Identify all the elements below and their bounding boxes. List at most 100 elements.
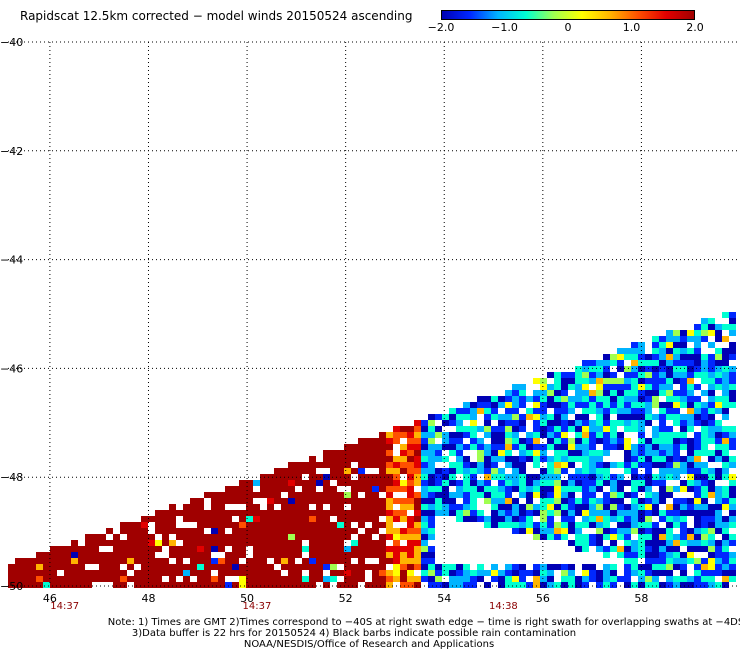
wind-cell [582, 360, 589, 366]
wind-cell [652, 426, 659, 432]
wind-cell [498, 396, 505, 402]
wind-cell [715, 504, 722, 510]
wind-cell [645, 540, 652, 546]
wind-cell [372, 510, 379, 516]
wind-cell [393, 432, 400, 438]
wind-cell [729, 444, 736, 450]
wind-cell [8, 576, 15, 582]
wind-cell [505, 498, 512, 504]
wind-cell [190, 528, 197, 534]
wind-cell [512, 432, 519, 438]
wind-cell [29, 558, 36, 564]
wind-cell [498, 420, 505, 426]
wind-cell [533, 564, 540, 570]
wind-cell [645, 516, 652, 522]
wind-cell [729, 510, 736, 516]
wind-cell [638, 582, 645, 588]
wind-cell [519, 390, 526, 396]
wind-cell [421, 546, 428, 552]
wind-cell [449, 462, 456, 468]
wind-cell [673, 330, 680, 336]
wind-cell [344, 522, 351, 528]
wind-cell [484, 462, 491, 468]
wind-cell [204, 564, 211, 570]
wind-cell [183, 528, 190, 534]
wind-cell [666, 582, 673, 588]
wind-cell [582, 378, 589, 384]
wind-cell [498, 498, 505, 504]
wind-cell [715, 366, 722, 372]
wind-cell [519, 576, 526, 582]
wind-cell [281, 504, 288, 510]
wind-cell [694, 486, 701, 492]
wind-cell [666, 438, 673, 444]
wind-cell [239, 576, 246, 582]
wind-cell [582, 546, 589, 552]
wind-cell [288, 546, 295, 552]
wind-cell [463, 492, 470, 498]
wind-cell [400, 576, 407, 582]
wind-cell [729, 402, 736, 408]
wind-cell [477, 510, 484, 516]
wind-cell [673, 444, 680, 450]
wind-cell [169, 510, 176, 516]
wind-cell [645, 522, 652, 528]
wind-cell [78, 552, 85, 558]
wind-cell [428, 516, 435, 522]
wind-cell [687, 348, 694, 354]
colorbar [441, 10, 695, 20]
wind-cell [645, 504, 652, 510]
wind-cell [477, 438, 484, 444]
wind-cell [617, 390, 624, 396]
x-tick-label: 52 [339, 592, 353, 605]
wind-cell [57, 564, 64, 570]
wind-cell [358, 474, 365, 480]
wind-cell [470, 582, 477, 588]
wind-cell [687, 546, 694, 552]
wind-cell [358, 522, 365, 528]
wind-cell [358, 456, 365, 462]
wind-cell [596, 540, 603, 546]
wind-cell [498, 450, 505, 456]
wind-cell [596, 414, 603, 420]
wind-cell [211, 528, 218, 534]
wind-cell [596, 480, 603, 486]
wind-cell [190, 540, 197, 546]
wind-cell [99, 540, 106, 546]
wind-cell [652, 498, 659, 504]
wind-cell [484, 498, 491, 504]
wind-cell [323, 534, 330, 540]
wind-cell [148, 546, 155, 552]
wind-cell [596, 378, 603, 384]
wind-cell [323, 456, 330, 462]
wind-cell [533, 534, 540, 540]
wind-cell [708, 396, 715, 402]
wind-cell [260, 576, 267, 582]
wind-cell [295, 468, 302, 474]
wind-cell [211, 582, 218, 588]
wind-cell [659, 528, 666, 534]
wind-cell [393, 546, 400, 552]
wind-cell [680, 348, 687, 354]
wind-cell [624, 450, 631, 456]
wind-cell [309, 570, 316, 576]
wind-cell [85, 552, 92, 558]
wind-cell [638, 438, 645, 444]
wind-cell [603, 552, 610, 558]
wind-cell [540, 582, 547, 588]
wind-cell [407, 426, 414, 432]
wind-cell [449, 570, 456, 576]
wind-cell [414, 498, 421, 504]
wind-cell [183, 570, 190, 576]
wind-cell [659, 480, 666, 486]
wind-cell [631, 372, 638, 378]
wind-cell [316, 552, 323, 558]
wind-cell [547, 396, 554, 402]
wind-cell [477, 450, 484, 456]
wind-cell [456, 480, 463, 486]
wind-cell [561, 408, 568, 414]
wind-cell [323, 582, 330, 588]
wind-cell [456, 450, 463, 456]
wind-cell [232, 558, 239, 564]
wind-cell [652, 444, 659, 450]
